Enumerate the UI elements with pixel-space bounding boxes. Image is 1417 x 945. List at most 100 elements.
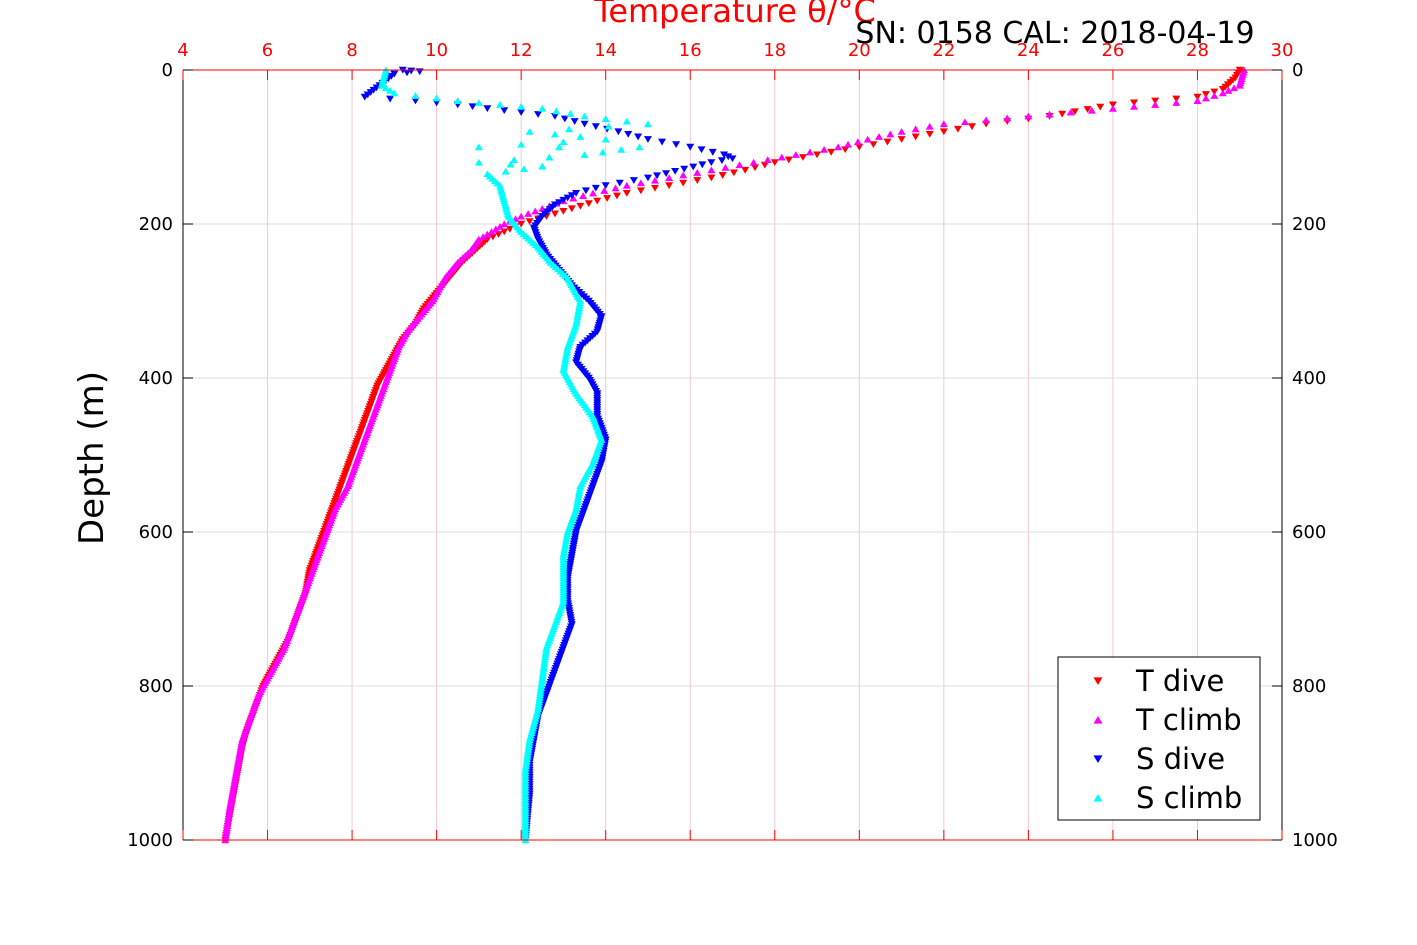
t-dive-point — [576, 202, 585, 210]
t-dive-point — [559, 207, 568, 215]
t-climb-point — [517, 212, 526, 220]
x-tick-label: 30 — [1271, 40, 1294, 61]
t-dive-point — [869, 141, 878, 149]
legend-marker-s-dive — [1093, 755, 1103, 764]
t-climb-point — [853, 138, 862, 146]
t-climb-point — [693, 169, 702, 176]
x-tick-label: 14 — [594, 40, 617, 61]
s-climb-point — [517, 140, 526, 148]
s-climb-point — [580, 151, 589, 158]
t-climb-point — [707, 166, 716, 174]
t-climb-point — [1210, 92, 1219, 99]
s-climb-point — [604, 122, 613, 130]
s-dive-point — [559, 196, 568, 204]
t-climb-point — [911, 125, 920, 133]
s-climb-point — [381, 84, 390, 92]
s-dive-point — [697, 146, 706, 154]
t-dive-point — [798, 154, 807, 161]
s-dive-point — [415, 68, 424, 76]
legend-label-t-dive: T dive — [1135, 664, 1224, 698]
t-dive-point — [1096, 103, 1105, 111]
t-dive-point — [707, 174, 716, 182]
t-climb-point — [479, 233, 488, 241]
y-tick-label-left: 0 — [162, 60, 173, 81]
t-dive-point — [1058, 110, 1067, 118]
t-climb-point — [960, 118, 969, 126]
s-climb-point — [377, 81, 386, 89]
y-axis-label: Depth (m) — [72, 371, 112, 545]
legend-label-s-dive: S dive — [1136, 742, 1225, 776]
t-climb-point — [875, 133, 884, 140]
s-dive-point — [698, 161, 707, 169]
y-tick-label-left: 800 — [139, 676, 173, 697]
s-dive-point — [567, 192, 576, 200]
t-climb-point — [651, 176, 660, 184]
t-climb-point — [589, 189, 598, 197]
y-tick-label-left: 200 — [139, 214, 173, 235]
s-dive-point — [591, 123, 600, 131]
t-climb-point — [1201, 94, 1210, 102]
s-climb-point — [538, 162, 547, 170]
t-dive-point — [693, 177, 702, 184]
t-climb-point — [982, 116, 991, 124]
x-tick-label: 26 — [1101, 40, 1124, 61]
y-tick-label-right: 0 — [1292, 60, 1303, 81]
t-climb-point — [721, 163, 730, 171]
x-tick-label: 24 — [1017, 40, 1040, 61]
t-dive-point — [665, 182, 674, 190]
t-dive-point — [939, 128, 948, 136]
chart-title: Temperature θ/°C — [593, 0, 876, 30]
s-dive-point — [708, 148, 717, 156]
t-climb-point — [600, 187, 609, 194]
s-climb-point — [643, 120, 652, 128]
s-dive-point — [671, 168, 680, 175]
t-dive-point — [751, 164, 760, 172]
t-dive-point — [525, 218, 534, 226]
t-climb-point — [939, 120, 948, 128]
t-climb-point — [763, 156, 772, 164]
t-climb-point — [531, 207, 540, 215]
t-climb-point — [679, 171, 688, 179]
y-tick-label-right: 400 — [1292, 368, 1326, 389]
s-climb-point — [622, 117, 631, 125]
t-dive-point — [968, 123, 977, 131]
s-dive-point — [653, 172, 662, 180]
y-tick-label-right: 600 — [1292, 522, 1326, 543]
x-tick-label: 22 — [932, 40, 955, 61]
s-dive-point — [555, 199, 564, 207]
t-dive-point — [897, 136, 906, 143]
x-tick-label: 20 — [848, 40, 871, 61]
t-climb-point — [1172, 99, 1181, 106]
y-tick-label-right: 800 — [1292, 676, 1326, 697]
s-climb-point — [474, 143, 483, 151]
s-dive-point — [643, 136, 652, 143]
s-dive-point — [468, 103, 477, 111]
sn-cal-annotation: SN: 0158 CAL: 2018-04-19 — [855, 16, 1254, 51]
s-dive-point — [717, 157, 726, 165]
t-climb-point — [500, 220, 509, 228]
t-dive-point — [1172, 95, 1181, 103]
s-dive-point — [386, 95, 395, 103]
s-dive-point — [672, 141, 681, 149]
t-dive-point — [1210, 88, 1219, 96]
s-climb-point — [601, 135, 610, 143]
s-climb-point — [432, 94, 441, 102]
s-climb-point — [453, 97, 462, 104]
s-dive-point — [601, 182, 610, 190]
t-climb-point — [1218, 89, 1227, 97]
y-tick-label-left: 400 — [139, 368, 173, 389]
t-dive-point — [770, 159, 779, 166]
s-dive-point — [634, 133, 643, 141]
s-dive-point — [580, 120, 589, 128]
data-points — [221, 66, 1248, 844]
t-climb-point — [820, 145, 829, 153]
t-climb-point — [791, 151, 800, 158]
s-climb-point — [474, 158, 483, 166]
s-dive-point — [407, 67, 416, 75]
x-tick-label: 10 — [425, 40, 448, 61]
t-climb-point — [1087, 106, 1096, 114]
t-dive-point — [718, 172, 727, 179]
s-climb-point — [386, 86, 395, 94]
t-climb-point — [1193, 97, 1202, 104]
t-dive-point — [584, 200, 593, 208]
